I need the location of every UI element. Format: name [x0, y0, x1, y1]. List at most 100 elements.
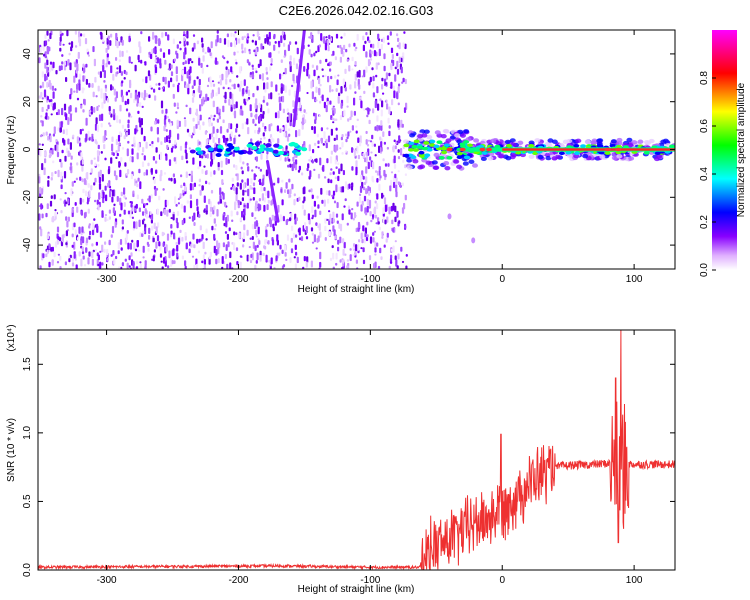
- noise-speckle: [142, 78, 145, 82]
- snr-y-scale-label: (x10⁴): [6, 324, 17, 351]
- noise-speckle: [355, 244, 358, 252]
- noise-speckle: [271, 214, 274, 221]
- noise-speckle: [62, 139, 65, 144]
- noise-speckle: [76, 237, 80, 241]
- noise-speckle: [193, 182, 196, 187]
- noise-speckle: [358, 69, 361, 78]
- noise-speckle: [124, 100, 127, 106]
- noise-speckle: [67, 59, 70, 66]
- noise-speckle: [91, 222, 94, 230]
- noise-speckle: [388, 125, 391, 129]
- signal-core: [403, 143, 410, 148]
- noise-speckle: [53, 194, 56, 200]
- noise-speckle: [297, 169, 301, 173]
- noise-speckle: [43, 89, 47, 98]
- signal-blob: [301, 147, 308, 152]
- noise-speckle: [143, 135, 146, 142]
- noise-speckle: [377, 265, 381, 269]
- signal-core: [463, 140, 470, 144]
- noise-speckle: [242, 183, 246, 189]
- noise-speckle: [94, 76, 97, 83]
- signal-core: [532, 151, 539, 156]
- noise-speckle: [319, 261, 322, 268]
- noise-speckle: [240, 166, 243, 170]
- noise-speckle: [339, 236, 342, 244]
- noise-speckle: [60, 210, 63, 214]
- noise-speckle: [201, 168, 204, 174]
- noise-speckle: [181, 255, 184, 260]
- noise-speckle: [359, 185, 363, 193]
- noise-speckle: [115, 32, 118, 40]
- noise-speckle: [152, 156, 155, 161]
- noise-speckle: [210, 41, 213, 49]
- noise-speckle: [233, 110, 237, 119]
- snr-x-label: Height of straight line (km): [298, 584, 415, 595]
- noise-speckle: [335, 88, 338, 92]
- noise-speckle: [289, 65, 292, 73]
- noise-speckle: [318, 77, 321, 85]
- noise-speckle: [100, 32, 103, 40]
- noise-speckle: [96, 124, 99, 133]
- noise-speckle: [148, 94, 151, 99]
- noise-speckle: [201, 260, 204, 264]
- noise-speckle: [130, 252, 133, 257]
- noise-speckle: [262, 99, 265, 103]
- noise-speckle: [263, 34, 266, 38]
- noise-speckle: [76, 162, 79, 166]
- noise-speckle: [126, 230, 129, 234]
- noise-speckle: [262, 178, 265, 186]
- noise-speckle: [356, 145, 359, 154]
- noise-speckle: [183, 117, 186, 120]
- noise-speckle: [208, 182, 211, 185]
- noise-speckle: [289, 194, 292, 198]
- signal-halo: [610, 139, 617, 144]
- noise-speckle: [233, 185, 236, 191]
- noise-speckle: [210, 122, 213, 127]
- noise-speckle: [236, 261, 239, 266]
- noise-speckle: [80, 152, 83, 160]
- signal-core: [604, 151, 611, 155]
- noise-speckle: [266, 36, 270, 45]
- noise-speckle: [235, 187, 238, 195]
- noise-speckle: [362, 247, 365, 253]
- noise-speckle: [82, 255, 85, 260]
- noise-speckle: [316, 195, 319, 199]
- noise-speckle: [313, 112, 316, 117]
- noise-speckle: [173, 260, 176, 264]
- noise-speckle: [160, 100, 164, 109]
- noise-speckle: [175, 217, 178, 224]
- noise-speckle: [125, 91, 128, 96]
- noise-speckle: [227, 241, 230, 248]
- noise-speckle: [93, 182, 96, 186]
- signal-halo: [459, 133, 466, 138]
- noise-speckle: [263, 204, 266, 212]
- noise-speckle: [224, 201, 227, 207]
- noise-speckle: [320, 187, 323, 195]
- noise-speckle: [333, 118, 336, 122]
- noise-speckle: [365, 188, 368, 195]
- noise-speckle: [210, 132, 214, 138]
- noise-speckle: [202, 241, 205, 249]
- noise-speckle: [358, 84, 361, 90]
- noise-speckle: [254, 245, 257, 252]
- noise-speckle: [55, 70, 58, 75]
- noise-speckle: [382, 216, 385, 223]
- noise-speckle: [204, 154, 207, 159]
- noise-speckle: [383, 244, 386, 248]
- noise-speckle: [242, 232, 246, 240]
- noise-speckle: [390, 171, 394, 174]
- noise-speckle: [115, 138, 118, 146]
- noise-speckle: [110, 33, 113, 38]
- signal-blob: [267, 147, 274, 152]
- noise-speckle: [138, 168, 141, 174]
- noise-speckle: [217, 258, 220, 264]
- noise-speckle: [398, 135, 401, 143]
- noise-speckle: [381, 192, 384, 199]
- noise-speckle: [330, 128, 333, 136]
- noise-speckle: [127, 89, 131, 93]
- noise-speckle: [206, 153, 209, 159]
- noise-speckle: [100, 88, 103, 94]
- noise-speckle: [41, 163, 44, 171]
- noise-speckle: [337, 175, 340, 182]
